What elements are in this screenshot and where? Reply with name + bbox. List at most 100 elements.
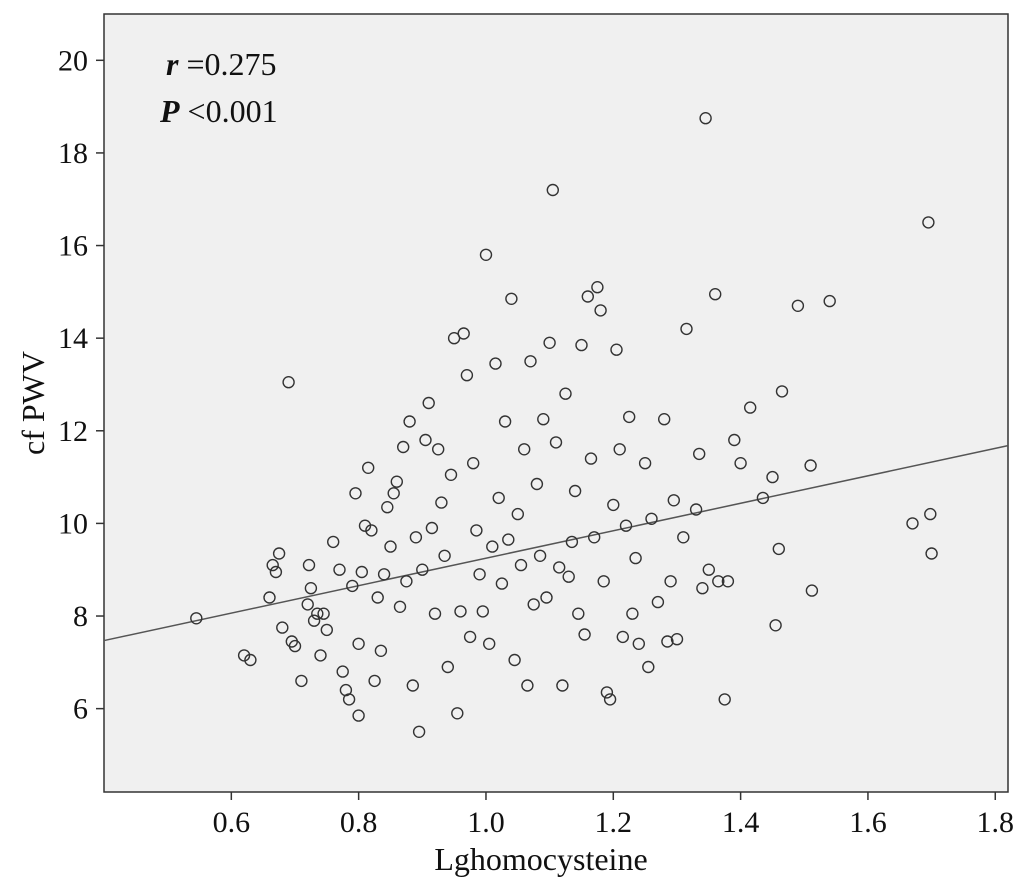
data-point bbox=[518, 443, 531, 456]
y-tick-label: 10 bbox=[58, 507, 88, 540]
data-point bbox=[441, 660, 454, 674]
data-point bbox=[190, 612, 203, 625]
data-point bbox=[591, 281, 604, 294]
data-point bbox=[352, 709, 365, 722]
data-point bbox=[565, 535, 579, 549]
data-point bbox=[387, 487, 400, 500]
data-point bbox=[756, 491, 770, 505]
data-point bbox=[288, 639, 302, 653]
data-point bbox=[696, 582, 709, 595]
data-point bbox=[616, 630, 629, 644]
data-point bbox=[276, 621, 289, 634]
data-point bbox=[467, 457, 480, 470]
data-point bbox=[556, 679, 569, 692]
data-point bbox=[483, 637, 496, 650]
data-point bbox=[495, 577, 509, 590]
data-point bbox=[492, 491, 505, 505]
data-point bbox=[346, 579, 359, 593]
y-axis-title: cf PWV bbox=[15, 351, 51, 455]
y-tick-label: 20 bbox=[58, 44, 88, 77]
data-point bbox=[540, 591, 553, 604]
data-point bbox=[805, 584, 819, 597]
data-point bbox=[584, 452, 598, 465]
data-point bbox=[355, 565, 368, 579]
data-point bbox=[546, 183, 559, 197]
data-point bbox=[304, 582, 318, 595]
data-point bbox=[667, 494, 680, 507]
data-point bbox=[734, 457, 747, 470]
data-point bbox=[362, 461, 375, 474]
data-point bbox=[568, 484, 582, 498]
data-point bbox=[559, 387, 572, 400]
data-point bbox=[610, 343, 623, 356]
data-point bbox=[349, 487, 362, 500]
data-point bbox=[295, 674, 308, 688]
data-point bbox=[333, 563, 346, 576]
data-point bbox=[527, 598, 540, 611]
data-point bbox=[352, 637, 365, 650]
data-point bbox=[721, 575, 735, 588]
data-point bbox=[670, 633, 684, 646]
x-tick-label: 1.2 bbox=[595, 806, 633, 839]
data-point bbox=[307, 614, 321, 627]
data-point bbox=[629, 551, 642, 565]
data-point bbox=[438, 549, 451, 562]
y-tick-label: 12 bbox=[58, 415, 88, 448]
data-point bbox=[508, 653, 521, 667]
r-value: =0.275 bbox=[178, 46, 276, 82]
data-point bbox=[502, 533, 515, 546]
data-point bbox=[549, 436, 563, 449]
data-point bbox=[664, 575, 677, 588]
data-point bbox=[553, 561, 566, 574]
data-point bbox=[272, 547, 286, 560]
data-point bbox=[581, 290, 594, 303]
data-point bbox=[432, 443, 445, 456]
data-point bbox=[447, 332, 461, 345]
data-point bbox=[702, 563, 715, 576]
data-point bbox=[600, 686, 614, 699]
data-point bbox=[374, 644, 388, 657]
data-point bbox=[594, 304, 607, 317]
x-tick-label: 1.8 bbox=[977, 806, 1015, 839]
data-point bbox=[718, 693, 731, 706]
data-point bbox=[381, 501, 394, 514]
data-point bbox=[422, 396, 435, 410]
data-point bbox=[390, 475, 403, 488]
data-point bbox=[607, 498, 620, 512]
data-point bbox=[658, 413, 671, 426]
data-point bbox=[409, 531, 423, 544]
data-point bbox=[263, 591, 276, 604]
data-point bbox=[613, 443, 626, 456]
data-point bbox=[358, 519, 372, 532]
data-point bbox=[266, 558, 279, 572]
data-point bbox=[530, 477, 544, 491]
data-point bbox=[406, 679, 419, 692]
data-point bbox=[524, 355, 537, 368]
y-axis: 6 8 10 12 14 16 18 20 bbox=[58, 44, 104, 726]
r-label: r bbox=[166, 46, 179, 82]
data-point bbox=[572, 607, 585, 620]
p-label: P bbox=[159, 93, 180, 129]
data-point bbox=[906, 517, 919, 530]
data-point bbox=[619, 519, 633, 532]
data-point bbox=[425, 521, 439, 535]
data-point bbox=[365, 524, 378, 537]
data-point bbox=[457, 327, 470, 340]
x-axis-title: Lghomocysteine bbox=[434, 841, 647, 877]
data-point bbox=[689, 503, 703, 516]
data-point bbox=[661, 635, 674, 648]
data-point bbox=[451, 707, 464, 720]
y-tick-label: 18 bbox=[58, 137, 88, 170]
data-point bbox=[603, 693, 617, 706]
data-point bbox=[336, 665, 349, 678]
data-point bbox=[384, 540, 397, 553]
data-point bbox=[623, 410, 636, 424]
data-point bbox=[377, 568, 391, 581]
data-point bbox=[562, 570, 575, 583]
data-point bbox=[302, 558, 316, 572]
data-point bbox=[311, 607, 324, 620]
data-point bbox=[543, 336, 556, 349]
data-point bbox=[578, 628, 591, 641]
data-point bbox=[924, 507, 937, 521]
